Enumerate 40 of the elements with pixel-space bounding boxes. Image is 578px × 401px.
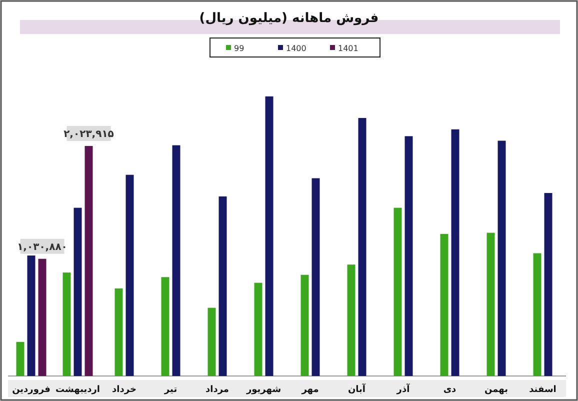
bar: [161, 277, 170, 376]
bar: [533, 253, 542, 376]
bar: [172, 145, 180, 376]
legend-label: 1401: [338, 44, 358, 53]
x-tick-label: مهر: [300, 385, 319, 395]
x-tick-label: فروردین: [12, 385, 51, 395]
x-tick-label: اسفند: [529, 385, 556, 395]
x-tick-label: تیر: [163, 385, 178, 395]
bar: [254, 282, 262, 376]
bar: [358, 118, 366, 376]
x-tick-label: خرداد: [112, 385, 136, 395]
bar: [300, 274, 309, 376]
chart-title: فروش ماهانه (میلیون ریال): [199, 11, 379, 26]
bar: [440, 234, 448, 376]
bar: [312, 178, 320, 376]
bar: [265, 96, 274, 376]
bar: [486, 232, 495, 376]
x-tick-label: مرداد: [206, 385, 229, 395]
data-label: ۲,۰۲۳,۹۱۵: [64, 128, 114, 140]
x-tick-label: آذر: [396, 383, 411, 395]
x-tick-label: اردیبهشت: [55, 385, 100, 395]
x-tick-label: شهریور: [245, 385, 282, 395]
x-tick-label: آبان: [348, 383, 366, 395]
bar: [498, 140, 506, 376]
data-label: ۱,۰۳۰,۸۸۰: [17, 242, 68, 253]
bar: [394, 208, 402, 376]
bar: [38, 258, 46, 376]
legend-label: 99: [234, 44, 244, 53]
legend-label: 1400: [286, 44, 306, 53]
bar: [404, 136, 413, 376]
x-tick-label: بهمن: [484, 385, 508, 395]
bar: [126, 174, 134, 376]
bar: [84, 146, 93, 376]
bar: [218, 196, 227, 376]
bar: [544, 193, 552, 376]
bar: [347, 264, 356, 376]
bar: [451, 129, 460, 376]
bar: [114, 288, 123, 376]
bar: [208, 308, 216, 376]
x-tick-label: دی: [443, 385, 457, 395]
